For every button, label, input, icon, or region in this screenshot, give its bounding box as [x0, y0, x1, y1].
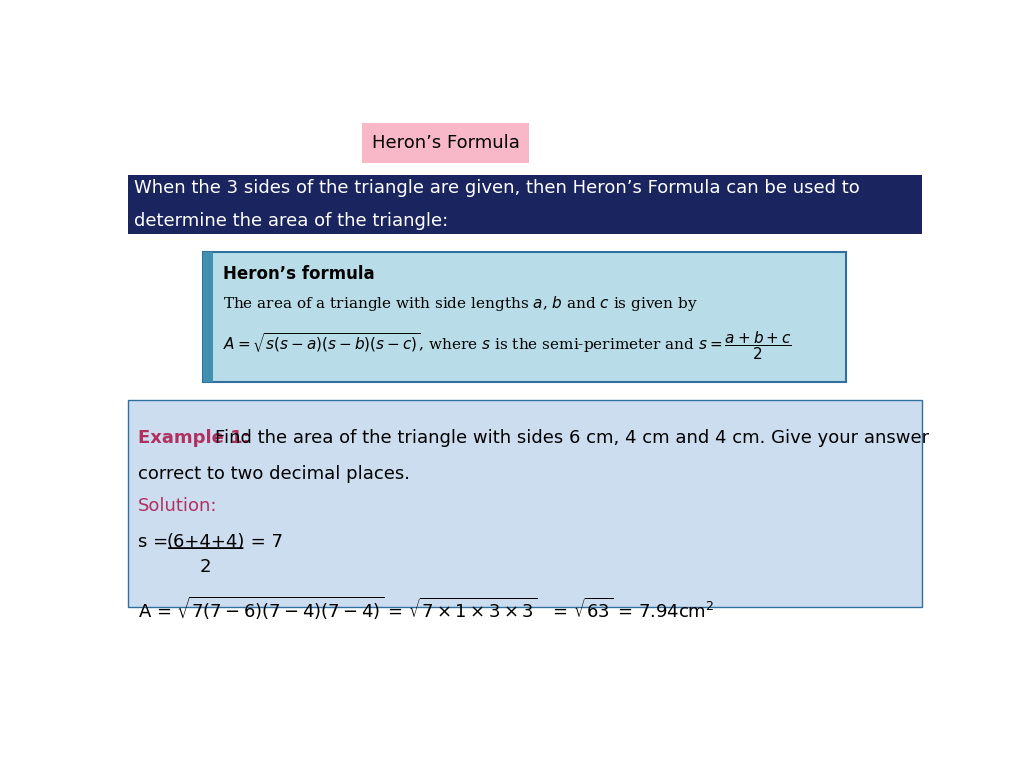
Text: Heron’s Formula: Heron’s Formula	[372, 134, 519, 152]
FancyBboxPatch shape	[128, 399, 922, 607]
FancyBboxPatch shape	[362, 123, 528, 163]
Text: = 7: = 7	[246, 533, 284, 551]
Text: Find the area of the triangle with sides 6 cm, 4 cm and 4 cm. Give your answer: Find the area of the triangle with sides…	[215, 429, 930, 447]
Text: Heron’s formula: Heron’s formula	[223, 265, 375, 283]
Text: s =: s =	[137, 533, 173, 551]
Text: (6+4+4): (6+4+4)	[166, 533, 245, 551]
FancyBboxPatch shape	[204, 252, 213, 382]
Text: correct to two decimal places.: correct to two decimal places.	[137, 465, 410, 483]
FancyBboxPatch shape	[128, 175, 922, 234]
Text: $A = \sqrt{s(s-a)(s-b)(s-c)}$, where $s$ is the semi-perimeter and $s = \dfrac{a: $A = \sqrt{s(s-a)(s-b)(s-c)}$, where $s$…	[223, 329, 793, 362]
Text: determine the area of the triangle:: determine the area of the triangle:	[134, 212, 449, 230]
Text: Solution:: Solution:	[137, 497, 217, 515]
Text: The area of a triangle with side lengths $a$, $b$ and $c$ is given by: The area of a triangle with side lengths…	[223, 294, 698, 313]
Text: Example 1:: Example 1:	[137, 429, 249, 447]
Text: A = $\sqrt{7(7-6)(7-4)(7-4)}$ = $\sqrt{7 \times 1 \times 3 \times 3}$   = $\sqrt: A = $\sqrt{7(7-6)(7-4)(7-4)}$ = $\sqrt{7…	[137, 594, 714, 622]
FancyBboxPatch shape	[204, 252, 846, 382]
Text: 2: 2	[200, 558, 211, 575]
Text: When the 3 sides of the triangle are given, then Heron’s Formula can be used to: When the 3 sides of the triangle are giv…	[134, 179, 860, 197]
